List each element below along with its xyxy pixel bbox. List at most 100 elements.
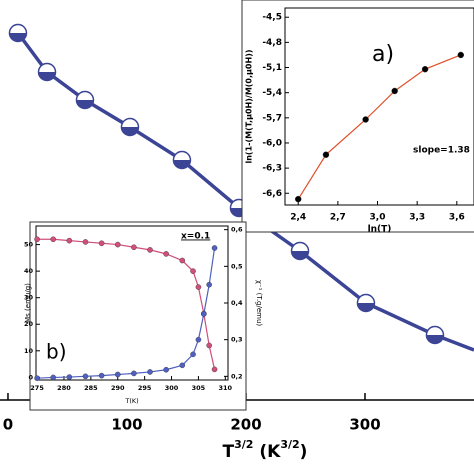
marker xyxy=(50,236,57,243)
y2-tick-label: 0,3 xyxy=(231,336,243,344)
x-tick-label: 2,7 xyxy=(330,213,346,223)
x-tick-label: 310 xyxy=(219,384,233,392)
marker xyxy=(131,370,137,377)
y2-tick-label: 0,4 xyxy=(231,299,243,307)
x-tick-label: 0 xyxy=(3,416,13,434)
x-tick-label: 3,3 xyxy=(409,213,425,223)
marker xyxy=(163,366,169,373)
marker-half xyxy=(38,72,56,81)
y-tick-label: 30 xyxy=(24,294,34,302)
x-tick-label: 305 xyxy=(192,384,206,392)
marker-half xyxy=(291,251,309,260)
x-tick-label: 200 xyxy=(230,416,261,434)
x-label-part: ) xyxy=(300,442,308,462)
marker xyxy=(34,236,40,243)
x-tick-label: 300 xyxy=(349,416,380,434)
marker xyxy=(200,311,207,317)
y-tick-label: -5,7 xyxy=(262,113,282,123)
y2-tick-label: 0,5 xyxy=(231,262,243,270)
marker xyxy=(8,23,28,43)
marker xyxy=(172,150,192,170)
marker xyxy=(120,117,140,137)
marker xyxy=(114,371,121,378)
x-label: ln(T) xyxy=(368,225,392,235)
y-tick-label: 10 xyxy=(24,347,34,355)
panel-label: a) xyxy=(372,42,394,67)
marker xyxy=(37,62,57,82)
marker xyxy=(356,293,376,313)
y-tick-label: -6,0 xyxy=(262,138,282,148)
marker xyxy=(195,284,202,290)
x-label-part: 3/2 xyxy=(234,438,253,451)
marker xyxy=(206,281,212,288)
panel-label: b) xyxy=(46,340,67,364)
x-tick-label: 2,4 xyxy=(290,213,306,223)
marker xyxy=(421,65,429,73)
marker xyxy=(147,369,153,375)
x-label-part: 3/2 xyxy=(280,438,299,451)
x-tick-label: 300 xyxy=(165,384,179,392)
x-tick-label: 290 xyxy=(111,384,125,392)
data-line xyxy=(297,54,462,200)
x-label-part: T xyxy=(223,442,235,462)
marker xyxy=(211,366,218,373)
y-tick-label: 40 xyxy=(24,267,34,275)
marker-half xyxy=(426,335,444,344)
marker xyxy=(206,342,212,349)
inset-1: 2,4 2,7 3,0 3,3 3,6 -4,5 -4,8 -5,1 -5,4 -5,7 -6,0 -… xyxy=(241,0,474,235)
y-tick-label: -6,3 xyxy=(262,164,282,174)
y-tick-label: -6,6 xyxy=(262,189,282,199)
x-tick-label: 285 xyxy=(84,384,98,392)
marker xyxy=(211,245,218,251)
marker xyxy=(82,239,89,245)
marker xyxy=(75,90,95,110)
marker xyxy=(98,240,105,247)
x-tick-label: 275 xyxy=(30,384,44,392)
y-tick-label: 0 xyxy=(28,373,33,381)
y-tick-label: 50 xyxy=(24,241,34,249)
marker-half xyxy=(357,303,375,312)
y-tick-label: -4,8 xyxy=(262,38,282,48)
x-tick-label: 280 xyxy=(57,384,71,392)
marker xyxy=(391,87,398,95)
y-tick-label: -4,5 xyxy=(262,13,282,23)
marker xyxy=(131,244,137,251)
marker xyxy=(98,372,105,379)
marker xyxy=(190,351,196,358)
y2-tick-label: 0,6 xyxy=(231,226,243,234)
marker xyxy=(295,195,302,203)
marker xyxy=(66,374,73,380)
x-label-part: (K xyxy=(253,442,281,462)
y2-tick-label: 0,2 xyxy=(231,372,243,380)
marker xyxy=(163,251,169,257)
marker xyxy=(179,362,186,369)
marker xyxy=(322,151,330,158)
inset-frame xyxy=(29,221,247,411)
y2-label: χ⁻¹ (T.g/emu) xyxy=(255,280,263,327)
inset-2: 275 280 285 290 295 300 305 310 0 10 20 30 40 50 0,2 0,… xyxy=(24,221,263,411)
y-tick-label: -5,4 xyxy=(262,88,282,98)
x-label: T(K) xyxy=(124,397,138,405)
annotation: slope=1.38 xyxy=(413,146,470,156)
marker xyxy=(425,325,445,345)
marker xyxy=(179,257,186,264)
marker-half xyxy=(9,33,27,42)
marker xyxy=(290,241,310,261)
marker xyxy=(50,374,57,381)
marker xyxy=(34,375,40,381)
marker xyxy=(66,237,73,244)
marker xyxy=(114,241,121,248)
y-label: ln(1-(M(T,μ0H)/M(0,μ0H)) xyxy=(245,49,254,163)
marker-half xyxy=(76,100,94,109)
marker xyxy=(82,373,89,380)
main-chart: 0 100 200 300 xyxy=(3,23,474,434)
plot-frame xyxy=(284,7,474,206)
marker xyxy=(195,336,202,343)
marker xyxy=(457,51,464,59)
x-tick-label: 3,6 xyxy=(449,213,465,223)
marker xyxy=(362,116,369,123)
marker xyxy=(190,268,196,274)
main-x-label: T3/2 (K3/2) xyxy=(223,438,308,462)
x-tick-label: 100 xyxy=(111,416,142,434)
